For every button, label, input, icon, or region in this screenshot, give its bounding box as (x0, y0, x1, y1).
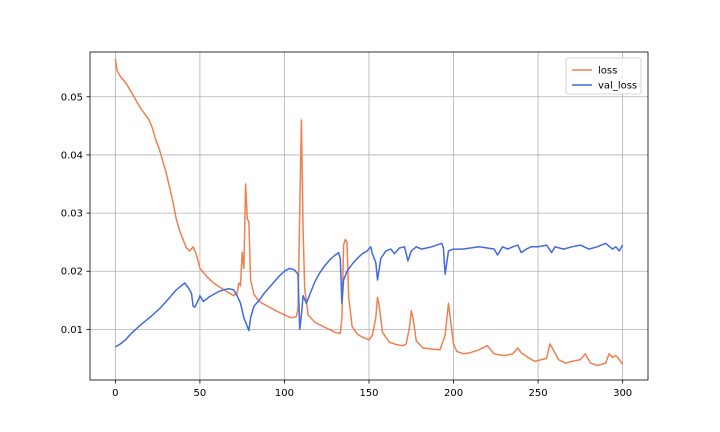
y-tick-label: 0.03 (61, 209, 83, 220)
x-tick-label: 200 (444, 388, 463, 399)
series-line-val-loss (115, 242, 624, 348)
legend-label-val-loss: val_loss (598, 81, 637, 92)
legend: loss val_loss (565, 57, 642, 95)
x-tick-label: 300 (613, 388, 632, 399)
x-tick-label: 100 (275, 388, 294, 399)
y-tick-label: 0.04 (61, 150, 83, 161)
axis-ticks: 0 50 100 150 200 250 300 0.01 0.02 0.03 0.04 0.05 (61, 92, 632, 399)
y-tick-label: 0.05 (61, 92, 83, 103)
x-tick-label: 250 (529, 388, 548, 399)
legend-label-loss: loss (598, 66, 617, 77)
grid (90, 52, 648, 380)
x-tick-label: 0 (112, 388, 118, 399)
y-tick-label: 0.02 (61, 267, 83, 278)
series-lines (114, 58, 624, 367)
x-tick-label: 150 (359, 388, 378, 399)
y-tick-label: 0.01 (61, 325, 83, 336)
series-line-loss (114, 58, 624, 367)
x-tick-label: 50 (194, 388, 207, 399)
